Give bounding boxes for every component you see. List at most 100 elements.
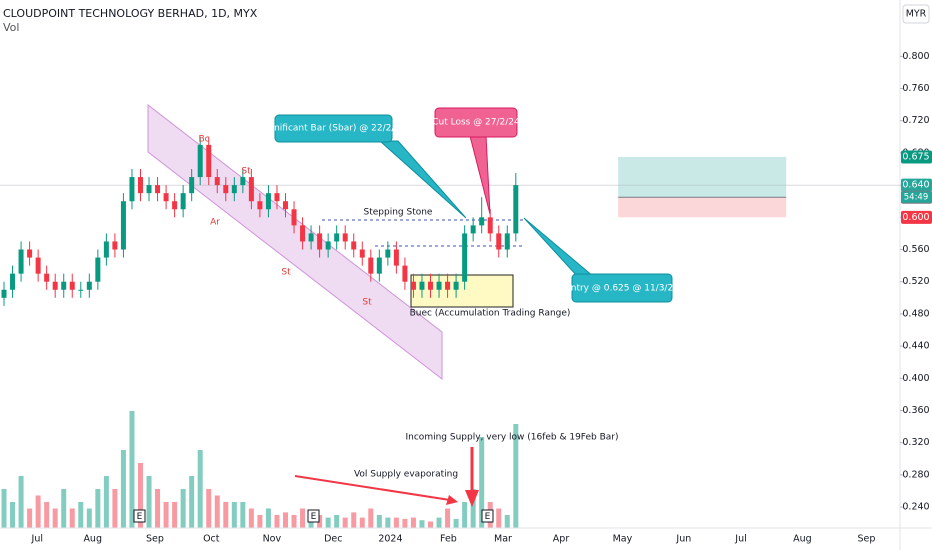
volume-bar <box>419 520 425 528</box>
currency: MYR <box>906 9 927 20</box>
volume-bar <box>445 508 451 528</box>
candle-body <box>44 273 50 282</box>
volume-bar <box>69 508 75 528</box>
volume-bar <box>197 450 203 528</box>
candle-body <box>300 225 306 242</box>
earnings-label: E <box>485 512 491 522</box>
candle-body <box>402 265 408 282</box>
price-badge <box>901 178 932 192</box>
volume-bar <box>248 508 254 528</box>
price-badge <box>901 150 932 164</box>
volume-bar <box>155 489 161 528</box>
callout-box <box>434 107 518 138</box>
candle-body <box>206 144 212 178</box>
earnings-marker[interactable] <box>307 509 320 523</box>
candle-body <box>513 185 519 234</box>
candle-body <box>18 249 24 274</box>
candle-body <box>274 193 280 202</box>
candle-body <box>308 233 314 242</box>
volume-bar <box>410 517 416 528</box>
candle-body <box>1 289 7 298</box>
candle-body <box>325 241 331 250</box>
candle-body <box>385 249 391 258</box>
earnings-marker[interactable] <box>481 509 494 523</box>
candle-body <box>189 177 195 194</box>
volume-bar <box>146 476 152 528</box>
candle-body <box>419 281 425 290</box>
x-tick-label: Jun <box>675 534 691 545</box>
volume-bar <box>27 508 33 528</box>
callout-pointer <box>469 135 491 215</box>
volume-bar <box>385 517 391 528</box>
volume-bar <box>453 518 459 528</box>
volume-bar <box>282 512 288 528</box>
arrow-head <box>446 495 458 505</box>
candle-body <box>504 233 510 250</box>
stepping-stone-label: Stepping Stone <box>364 208 433 218</box>
volume-bar <box>129 411 135 528</box>
earnings-label: E <box>137 512 143 522</box>
plot-layer <box>1 136 519 528</box>
x-tick-label: Apr <box>553 534 570 545</box>
target-zone <box>618 156 787 198</box>
volume-bar <box>78 502 84 528</box>
volume-bar <box>428 521 434 528</box>
currency-badge[interactable] <box>902 4 930 24</box>
volume-bar <box>402 518 408 528</box>
candle-body <box>61 281 67 290</box>
earnings-label: E <box>311 512 317 522</box>
candle-body <box>146 185 152 194</box>
volume-bar <box>342 517 348 528</box>
accumulation-box <box>410 274 514 308</box>
volume-bar <box>10 502 16 528</box>
x-tick-label: May <box>613 534 633 545</box>
volume-bar <box>112 489 118 528</box>
wyckoff-label: Bc <box>198 135 209 145</box>
volume-bar <box>376 515 382 528</box>
cut-loss-callout: Cut Loss @ 27/2/24 <box>432 118 520 128</box>
y-tick-label: 0.800 <box>902 51 929 62</box>
x-tick-label: Feb <box>440 534 457 545</box>
volume-bar <box>470 489 476 528</box>
y-tick-label: 0.760 <box>902 83 929 94</box>
x-tick-label: Nov <box>263 534 282 545</box>
volume-bar <box>240 502 246 528</box>
volume-bar <box>180 489 186 528</box>
volume-bar <box>368 508 374 528</box>
incoming-supply-label: Incoming Supply, very low (16feb & 19Feb… <box>406 433 619 443</box>
candle-body <box>410 281 416 290</box>
candle-body <box>376 257 382 274</box>
price-badge-label: 0.675 <box>902 151 929 162</box>
x-tick-label: Aug <box>793 534 812 545</box>
candle-body <box>35 257 41 274</box>
candle-body <box>180 193 186 210</box>
x-tick-label: Aug <box>83 534 102 545</box>
y-tick-label: 0.560 <box>902 244 929 255</box>
chart-title: CLOUDPOINT TECHNOLOGY BERHAD, 1D, MYX <box>3 7 258 20</box>
wyckoff-label: St <box>362 298 372 308</box>
candle-body <box>359 249 365 258</box>
background-layer <box>0 103 900 381</box>
volume-bar <box>44 502 50 528</box>
x-tick-label: 2024 <box>378 534 402 545</box>
volume-bar <box>496 508 502 528</box>
candle-body <box>470 225 476 234</box>
volume-bar <box>231 502 237 528</box>
arrow-head <box>465 490 479 507</box>
earnings-marker[interactable] <box>133 509 146 523</box>
x-tick-label: Sep <box>857 534 875 545</box>
x-tick-label: Dec <box>324 534 342 545</box>
callout-pointer <box>378 140 467 219</box>
candle-body <box>342 233 348 242</box>
x-tick-label: Sep <box>146 534 164 545</box>
x-tick-label: Mar <box>494 534 512 545</box>
candle-body <box>282 201 288 210</box>
candle-body <box>368 257 374 274</box>
wyckoff-label: Ar <box>210 218 220 228</box>
callout-pointer <box>523 217 596 278</box>
candle-body <box>462 233 468 282</box>
volume-bar <box>504 515 510 528</box>
volume-bar <box>223 502 229 528</box>
volume-bar <box>18 476 24 528</box>
